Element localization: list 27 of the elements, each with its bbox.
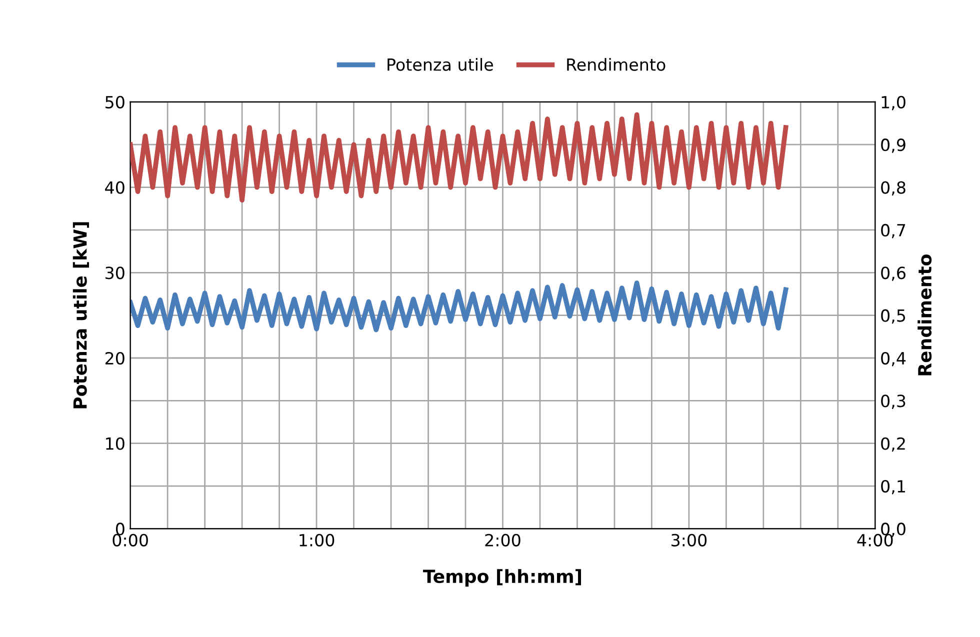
legend-label: Rendimento (567, 58, 666, 71)
y2-tick-label: 0,8 (881, 181, 906, 196)
y-tick-label: 10 (106, 437, 124, 450)
y-tick-label: 30 (106, 266, 124, 280)
y-tick-label: 40 (105, 181, 124, 194)
y-axis-title: Potenza utile [kW] (72, 222, 90, 408)
y2-tick-label: 0,4 (881, 352, 906, 366)
x-axis-title: Tempo [hh:mm] (423, 569, 582, 587)
x-tick-label: 3:00 (671, 534, 707, 546)
x-tick-label: 1:00 (300, 534, 334, 546)
y2-tick-label: 0,3 (881, 394, 906, 409)
legend-label: Potenza utile (388, 58, 493, 71)
y-tick-label: 0 (116, 522, 124, 536)
y2-tick-label: 1,0 (882, 96, 906, 110)
y-tick-label: 20 (105, 352, 124, 365)
line-series (130, 280, 788, 332)
y-tick-label: 50 (106, 96, 124, 108)
y2-tick-label: 0,6 (881, 266, 906, 281)
y2-tick-label: 0,7 (881, 224, 906, 238)
y2-tick-label: 0,1 (881, 480, 905, 494)
y2-axis-title: Rendimento (918, 254, 932, 376)
x-tick-label: 0:00 (112, 534, 148, 546)
line-series (130, 112, 788, 203)
y2-tick-label: 0,5 (881, 309, 906, 324)
x-tick-label: 2:00 (485, 534, 520, 546)
y2-tick-label: 0,9 (881, 138, 906, 153)
y2-tick-label: 0,2 (881, 437, 905, 452)
